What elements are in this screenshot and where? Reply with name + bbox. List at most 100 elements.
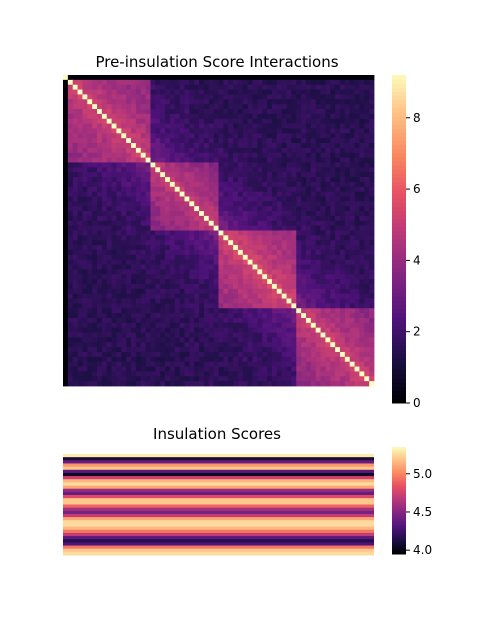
heatmap-cell: [92, 84, 98, 90]
heatmap-cell: [160, 191, 166, 197]
colorbar-segment: [392, 460, 406, 463]
heatmap-cell: [160, 313, 166, 319]
heatmap-cell: [291, 376, 297, 382]
heatmap-cell: [111, 186, 117, 193]
heatmap-cell: [335, 94, 341, 100]
heatmap-cell: [315, 298, 321, 304]
heatmap-cell: [315, 143, 321, 149]
heatmap-cell: [63, 118, 69, 124]
colorbar-tick-label: 2: [413, 325, 421, 339]
heatmap-cell: [106, 109, 112, 115]
heatmap-cell: [72, 259, 78, 265]
heatmap-cell: [92, 152, 98, 159]
heatmap-cell: [63, 240, 69, 246]
colorbar-segment: [392, 341, 406, 347]
heatmap-cell: [111, 342, 117, 348]
insulation-row: [63, 495, 374, 499]
heatmap-cell: [150, 104, 156, 110]
heatmap-cell: [247, 157, 253, 163]
heatmap-cell: [242, 138, 249, 144]
colorbar-segment: [392, 394, 406, 400]
heatmap-cell: [267, 342, 273, 348]
heatmap-cell: [213, 172, 219, 178]
heatmap-cell: [349, 298, 355, 304]
heatmap-cell: [252, 235, 258, 241]
heatmap-cell: [184, 201, 190, 207]
heatmap-cell: [281, 104, 287, 110]
heatmap-cell: [97, 138, 103, 144]
heatmap-cell: [267, 293, 273, 299]
heatmap-cell: [97, 264, 103, 270]
heatmap-cell: [155, 75, 161, 81]
heatmap-cell: [349, 143, 355, 149]
heatmap-cell: [106, 79, 112, 86]
heatmap-cell: [223, 337, 229, 343]
heatmap-cell: [179, 313, 185, 319]
heatmap-cell: [160, 254, 166, 261]
heatmap-cell: [223, 186, 229, 193]
heatmap-cell: [126, 327, 132, 333]
heatmap-cell: [267, 206, 273, 212]
heatmap-cell: [335, 123, 341, 129]
heatmap-cell: [354, 147, 360, 154]
heatmap-cell: [354, 240, 360, 246]
heatmap-cell: [189, 109, 195, 115]
heatmap-cell: [116, 109, 122, 115]
heatmap-cell: [199, 269, 205, 275]
heatmap-cell: [165, 317, 171, 324]
heatmap-cell: [286, 303, 292, 309]
heatmap-cell: [335, 240, 341, 246]
heatmap-cell: [145, 152, 151, 159]
heatmap-cell: [301, 191, 307, 197]
heatmap-cell: [271, 274, 278, 280]
heatmap-cell: [208, 118, 215, 124]
heatmap-cell: [82, 264, 88, 270]
heatmap-cell: [237, 303, 244, 309]
heatmap-cell: [179, 288, 185, 295]
heatmap-cell: [252, 215, 258, 222]
heatmap-cell: [271, 123, 278, 129]
heatmap-cell: [359, 225, 365, 231]
heatmap-cell: [339, 230, 346, 236]
heatmap-cell: [262, 143, 268, 149]
heatmap-cell: [67, 167, 74, 173]
heatmap-cell: [271, 342, 278, 348]
heatmap-cell: [67, 337, 74, 343]
heatmap-cell: [296, 308, 302, 314]
heatmap-cell: [126, 332, 132, 338]
heatmap-cell: [67, 376, 74, 382]
heatmap-cell: [165, 133, 171, 139]
heatmap-cell: [116, 254, 122, 261]
heatmap-cell: [257, 279, 263, 285]
heatmap-cell: [208, 283, 215, 290]
heatmap-cell: [135, 240, 142, 246]
colorbar-segment: [392, 488, 406, 491]
heatmap-cell: [325, 342, 331, 348]
heatmap-cell: [335, 254, 341, 261]
heatmap-cell: [223, 162, 229, 168]
heatmap-cell: [179, 264, 185, 270]
heatmap-cell: [131, 167, 137, 173]
heatmap-cell: [335, 196, 341, 202]
heatmap-cell: [111, 322, 117, 329]
heatmap-cell: [267, 376, 273, 382]
heatmap-cell: [179, 225, 185, 231]
heatmap-cell: [121, 279, 127, 285]
heatmap-cell: [150, 332, 156, 338]
heatmap-cell: [106, 181, 112, 188]
heatmap-cell: [330, 351, 336, 358]
heatmap-cell: [208, 177, 215, 183]
heatmap-cell: [369, 322, 375, 329]
heatmap-cell: [291, 347, 297, 353]
heatmap-cell: [92, 347, 98, 353]
heatmap-cell: [354, 259, 360, 265]
heatmap-cell: [92, 157, 98, 163]
heatmap-cell: [291, 249, 297, 256]
heatmap-cell: [160, 279, 166, 285]
heatmap-cell: [237, 138, 244, 144]
heatmap-cell: [242, 313, 249, 319]
heatmap-cell: [364, 118, 370, 124]
heatmap-cell: [101, 143, 108, 149]
heatmap-cell: [87, 167, 93, 173]
heatmap-cell: [369, 269, 375, 275]
